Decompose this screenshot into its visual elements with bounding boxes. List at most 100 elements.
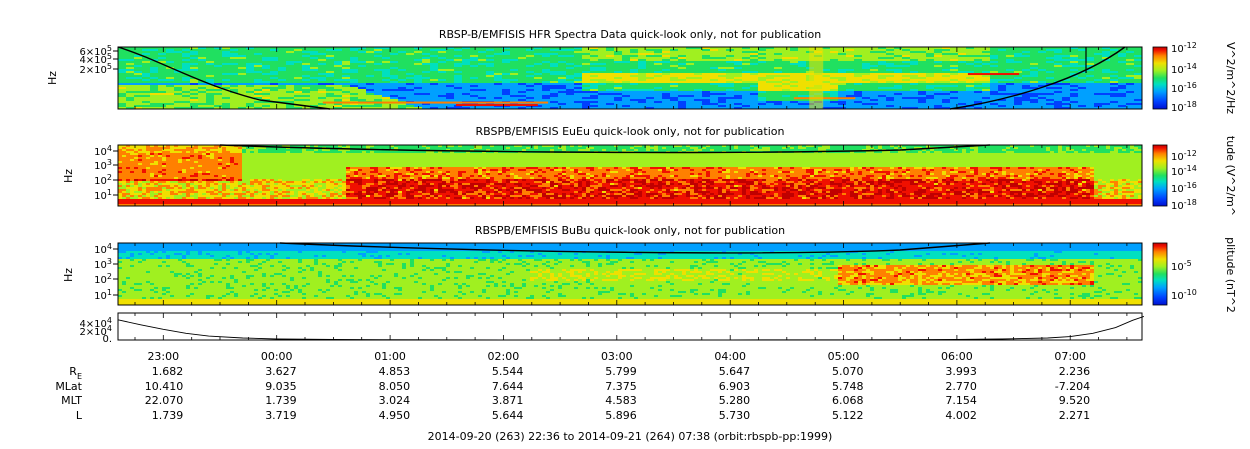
hfr-ytick: 6×105	[79, 44, 112, 58]
ephem-label-mlt: MLT	[61, 394, 82, 407]
time-ticks	[134, 47, 1128, 340]
svg-text:10-14: 10-14	[1171, 62, 1197, 76]
ephemeris-value: 7.154	[945, 394, 977, 407]
ephemeris-value: 4.583	[605, 394, 637, 407]
ephem-label-re: RE	[69, 365, 82, 381]
ephemeris-value: 2.271	[1059, 409, 1091, 422]
ephemeris-values: 1.682 3.627 4.853 5.544 5.799 5.647 5.070 3.993…	[145, 365, 1090, 422]
ephemeris-value: 4.002	[945, 409, 977, 422]
line-y-axis: 4×104 2×104 0.	[79, 316, 112, 345]
ephemeris-value: 7.644	[492, 380, 524, 393]
ephemeris-value: 2.770	[945, 380, 977, 393]
bubu-colorbar	[1152, 242, 1168, 306]
hfr-panel: RBSP-B/EMFISIS HFR Spectra Data quick-lo…	[46, 28, 1237, 114]
time-tick-label: 03:00	[601, 350, 633, 363]
eueu-ytick: 103	[94, 158, 112, 172]
ephemeris-table: RE MLat MLT L 1.682 3.627 4.853 5.544 5.799 5…	[55, 365, 1090, 422]
ephemeris-value: 3.719	[265, 409, 297, 422]
ephemeris-value: 22.070	[145, 394, 184, 407]
eueu-ytick: 101	[94, 188, 112, 202]
ephem-label-mlat: MLat	[55, 380, 82, 393]
bubu-spectrogram	[118, 242, 1142, 305]
bubu-ytick: 104	[94, 242, 112, 256]
eueu-spectrogram	[118, 144, 1142, 206]
ephemeris-value: 1.739	[152, 409, 184, 422]
ephemeris-value: 3.024	[379, 394, 411, 407]
time-tick-label: 07:00	[1054, 350, 1086, 363]
hfr-colorbar-ticks: 10-12 10-14 10-16 10-18	[1171, 41, 1197, 114]
ephemeris-row-labels: RE MLat MLT L	[55, 365, 83, 422]
hfr-colorbar-label: V^2/m^2/Hz	[1224, 42, 1237, 114]
hfr-y-axis: 6×105 4×105 2×105	[79, 44, 118, 76]
svg-text:10-18: 10-18	[1171, 100, 1197, 114]
eueu-ytick: 102	[94, 173, 112, 187]
eueu-colorbar-label: tude (V^2/m^	[1224, 136, 1237, 216]
ephemeris-value: 5.280	[719, 394, 751, 407]
hfr-colorbar	[1152, 46, 1168, 110]
line-ytick: 0.	[102, 334, 112, 345]
eueu-title: RBSPB/EMFISIS EuEu quick-look only, not …	[475, 125, 784, 138]
time-tick-label: 01:00	[374, 350, 406, 363]
bubu-ylabel: Hz	[62, 268, 75, 282]
ephemeris-value: 5.647	[719, 365, 751, 378]
ephemeris-value: 3.871	[492, 394, 524, 407]
hfr-spectrogram	[117, 46, 1142, 110]
time-tick-label: 00:00	[261, 350, 293, 363]
ephemeris-value: 2.236	[1059, 365, 1091, 378]
bubu-colorbar-label: plitude (nT^2	[1224, 237, 1237, 313]
footer-time-range: 2014-09-20 (263) 22:36 to 2014-09-21 (26…	[428, 430, 833, 443]
ephemeris-value: 5.896	[605, 409, 637, 422]
ephemeris-value: 6.903	[719, 380, 751, 393]
ephemeris-value: 5.799	[605, 365, 637, 378]
time-tick-label: 23:00	[147, 350, 179, 363]
eueu-colorbar	[1152, 144, 1168, 207]
time-axis-labels: 23:00 00:00 01:00 02:00 03:00 04:00 05:00 06:00…	[147, 350, 1086, 363]
ephemeris-value: 5.070	[832, 365, 864, 378]
ephemeris-value: 9.520	[1059, 394, 1091, 407]
bubu-frame	[117, 242, 1143, 306]
ephemeris-value: 3.627	[265, 365, 297, 378]
eueu-frame	[117, 144, 1143, 207]
hfr-title: RBSP-B/EMFISIS HFR Spectra Data quick-lo…	[439, 28, 821, 41]
ephemeris-value: 1.682	[152, 365, 184, 378]
ephemeris-value: 3.993	[945, 365, 977, 378]
line-ytick: 2×104	[79, 324, 112, 338]
bubu-ytick: 101	[94, 288, 112, 302]
ephemeris-value: 1.739	[265, 394, 297, 407]
bubu-y-axis: 104 103 102 101	[94, 242, 118, 302]
ephemeris-value: 8.050	[379, 380, 411, 393]
hfr-frame	[117, 46, 1143, 110]
time-tick-label: 06:00	[941, 350, 973, 363]
bubu-title: RBSPB/EMFISIS BuBu quick-look only, not …	[475, 224, 785, 237]
ephemeris-value: 9.035	[265, 380, 297, 393]
bubu-panel: RBSPB/EMFISIS BuBu quick-look only, not …	[62, 224, 1237, 313]
hfr-ytick: 4×105	[79, 52, 112, 66]
time-tick-label: 02:00	[488, 350, 520, 363]
bubu-ytick: 103	[94, 257, 112, 271]
ephemeris-value: 5.122	[832, 409, 864, 422]
ephemeris-value: 10.410	[145, 380, 184, 393]
eueu-ytick: 104	[94, 144, 112, 158]
ephemeris-value: -7.204	[1055, 380, 1090, 393]
ephemeris-value: 5.644	[492, 409, 524, 422]
svg-text:10-12: 10-12	[1171, 41, 1197, 55]
line-panel: 4×104 2×104 0.	[79, 312, 1145, 345]
ephemeris-value: 4.853	[379, 365, 411, 378]
time-tick-label: 05:00	[828, 350, 860, 363]
ephemeris-value: 5.748	[832, 380, 864, 393]
eueu-colorbar-ticks: 10-12 10-14 10-16 10-18	[1171, 149, 1197, 212]
time-tick-label: 04:00	[714, 350, 746, 363]
svg-text:10-16: 10-16	[1171, 81, 1197, 95]
hfr-ytick: 2×105	[79, 62, 112, 76]
ephemeris-value: 7.375	[605, 380, 637, 393]
ephemeris-value: 6.068	[832, 394, 864, 407]
eueu-panel: RBSPB/EMFISIS EuEu quick-look only, not …	[62, 125, 1237, 216]
bubu-colorbar-ticks: 10-5 10-10	[1171, 259, 1197, 302]
hfr-ylabel: Hz	[46, 71, 59, 85]
ephemeris-value: 5.730	[719, 409, 751, 422]
eueu-ylabel: Hz	[62, 169, 75, 183]
ephemeris-value: 5.544	[492, 365, 524, 378]
ephem-label-l: L	[76, 409, 83, 422]
line-ytick: 4×104	[79, 316, 112, 330]
